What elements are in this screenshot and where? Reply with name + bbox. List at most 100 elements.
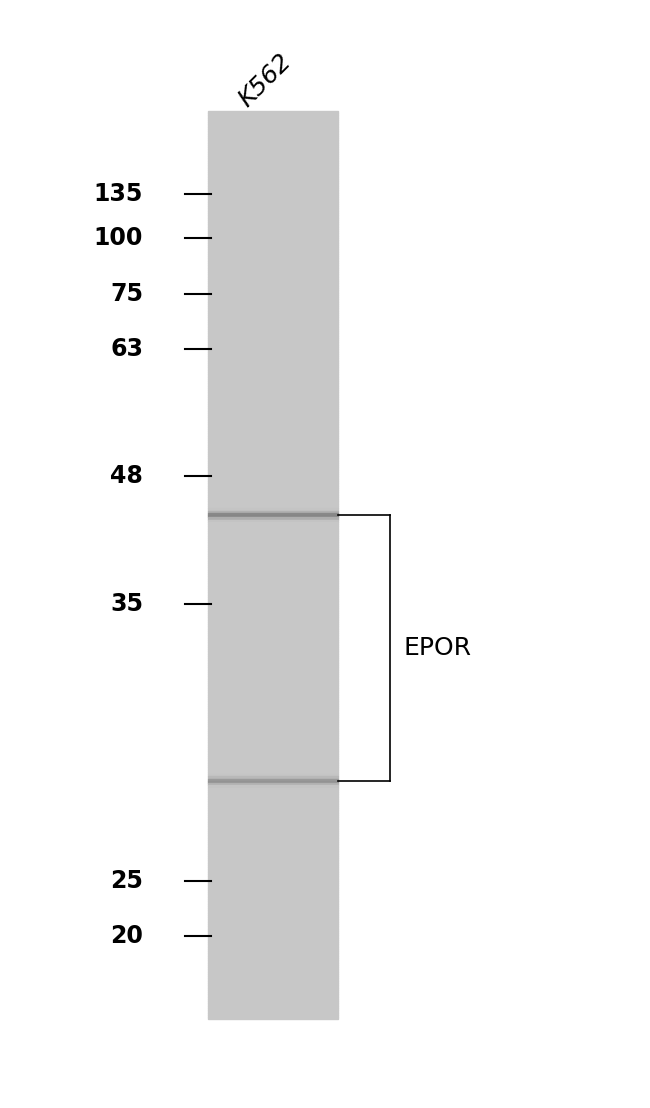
Bar: [208, 812, 338, 815]
Bar: [208, 222, 338, 224]
Bar: [208, 345, 338, 347]
Bar: [208, 442, 338, 444]
Bar: [208, 626, 338, 628]
Bar: [208, 141, 338, 143]
Bar: [208, 295, 338, 297]
Text: K562: K562: [233, 49, 296, 111]
Bar: [208, 920, 338, 922]
Bar: [208, 299, 338, 301]
Bar: [208, 363, 338, 366]
Bar: [208, 640, 338, 643]
Bar: [208, 699, 338, 701]
Bar: [208, 349, 338, 351]
Bar: [208, 456, 338, 459]
Bar: [208, 1006, 338, 1008]
Bar: [208, 554, 338, 556]
Bar: [208, 695, 338, 697]
Bar: [208, 472, 338, 474]
Bar: [208, 576, 338, 578]
Bar: [208, 999, 338, 1002]
Text: 135: 135: [94, 182, 143, 206]
Bar: [208, 903, 338, 906]
Bar: [208, 958, 338, 961]
Bar: [208, 727, 338, 729]
Bar: [208, 924, 338, 926]
Bar: [208, 1004, 338, 1006]
Bar: [208, 913, 338, 915]
Bar: [208, 781, 338, 783]
Bar: [208, 671, 338, 674]
Bar: [208, 468, 338, 470]
Bar: [208, 331, 338, 334]
Bar: [208, 449, 338, 452]
Bar: [208, 719, 338, 721]
Bar: [208, 810, 338, 812]
Bar: [208, 831, 338, 833]
Bar: [208, 888, 338, 890]
Bar: [208, 438, 338, 440]
Bar: [208, 252, 338, 254]
Bar: [208, 308, 338, 310]
Bar: [208, 948, 338, 951]
Bar: [208, 413, 338, 416]
Bar: [208, 120, 338, 122]
Bar: [208, 366, 338, 368]
Bar: [208, 591, 338, 593]
Bar: [208, 267, 338, 269]
Bar: [208, 483, 338, 485]
Bar: [208, 747, 338, 749]
Bar: [208, 537, 338, 540]
Bar: [208, 232, 338, 234]
Bar: [208, 790, 338, 792]
Bar: [208, 838, 338, 840]
Bar: [208, 899, 338, 901]
Bar: [208, 933, 338, 935]
Bar: [208, 511, 338, 513]
Bar: [208, 224, 338, 227]
Bar: [208, 721, 338, 725]
Bar: [208, 176, 338, 178]
Bar: [208, 567, 338, 570]
Bar: [208, 463, 338, 465]
Bar: [208, 213, 338, 215]
Bar: [208, 633, 338, 636]
Bar: [208, 265, 338, 267]
Bar: [208, 1002, 338, 1004]
Bar: [208, 199, 338, 202]
Bar: [208, 604, 338, 606]
Bar: [208, 581, 338, 583]
Bar: [208, 658, 338, 660]
Bar: [208, 615, 338, 617]
Bar: [208, 138, 338, 141]
Bar: [208, 340, 338, 342]
Bar: [208, 944, 338, 946]
Bar: [208, 145, 338, 147]
Bar: [208, 894, 338, 896]
Bar: [208, 394, 338, 397]
Bar: [208, 338, 338, 340]
Bar: [208, 909, 338, 911]
Bar: [208, 370, 338, 372]
Bar: [208, 788, 338, 790]
Bar: [208, 751, 338, 753]
Bar: [208, 383, 338, 386]
Bar: [208, 989, 338, 992]
Bar: [208, 660, 338, 663]
Bar: [208, 444, 338, 447]
Bar: [208, 715, 338, 717]
Bar: [208, 965, 338, 967]
Bar: [208, 870, 338, 872]
Bar: [208, 143, 338, 145]
Bar: [208, 740, 338, 742]
Bar: [208, 485, 338, 488]
Bar: [208, 492, 338, 494]
Bar: [208, 247, 338, 249]
Bar: [208, 692, 338, 695]
Bar: [208, 260, 338, 263]
Bar: [208, 533, 338, 535]
Bar: [208, 608, 338, 611]
Bar: [208, 219, 338, 222]
Bar: [208, 550, 338, 552]
Bar: [208, 686, 338, 688]
Bar: [208, 915, 338, 917]
